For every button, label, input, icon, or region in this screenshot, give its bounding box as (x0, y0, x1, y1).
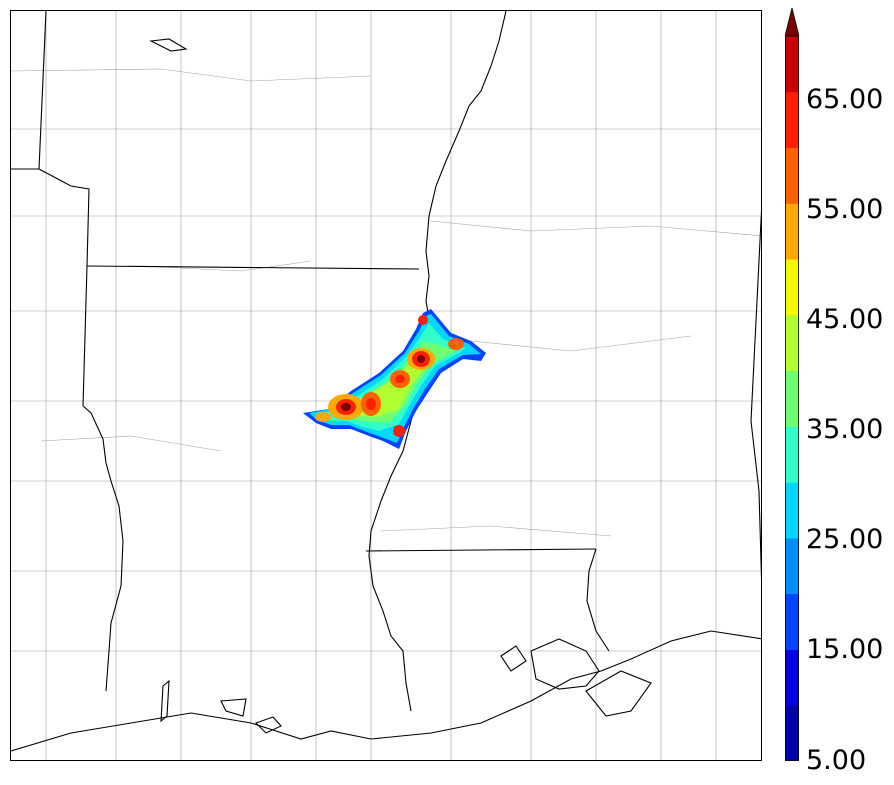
colorbar-frame (785, 35, 799, 761)
colorbar-segment (785, 482, 799, 539)
colorbar-segment (785, 649, 799, 706)
colorbar-segment (785, 147, 799, 204)
county-boundaries (11, 11, 761, 760)
map-panel (10, 10, 762, 761)
colorbar-segment (785, 593, 799, 650)
colorbar (785, 8, 799, 761)
colorbar-label-15: 15.00 (806, 634, 884, 665)
colorbar-segment (785, 36, 799, 93)
colorbar-segment (785, 370, 799, 427)
colorbar-segment (785, 705, 799, 761)
colorbar-extend-arrow (785, 8, 799, 37)
colorbar-segment (785, 203, 799, 260)
colorbar-label-55: 55.00 (806, 194, 884, 225)
colorbar-label-45: 45.00 (806, 304, 884, 335)
colorbar-segment (785, 537, 799, 595)
colorbar-label-5: 5.00 (806, 745, 867, 776)
colorbar-segment (785, 91, 799, 149)
colorbar-segment (785, 259, 799, 316)
colorbar-label-25: 25.00 (806, 524, 884, 555)
colorbar-segment (785, 314, 799, 372)
colorbar-segment (785, 426, 799, 483)
colorbar-label-65: 65.00 (806, 84, 884, 115)
radar-map (11, 11, 761, 760)
colorbar-label-35: 35.00 (806, 414, 884, 445)
reflectivity-field (303, 309, 486, 449)
